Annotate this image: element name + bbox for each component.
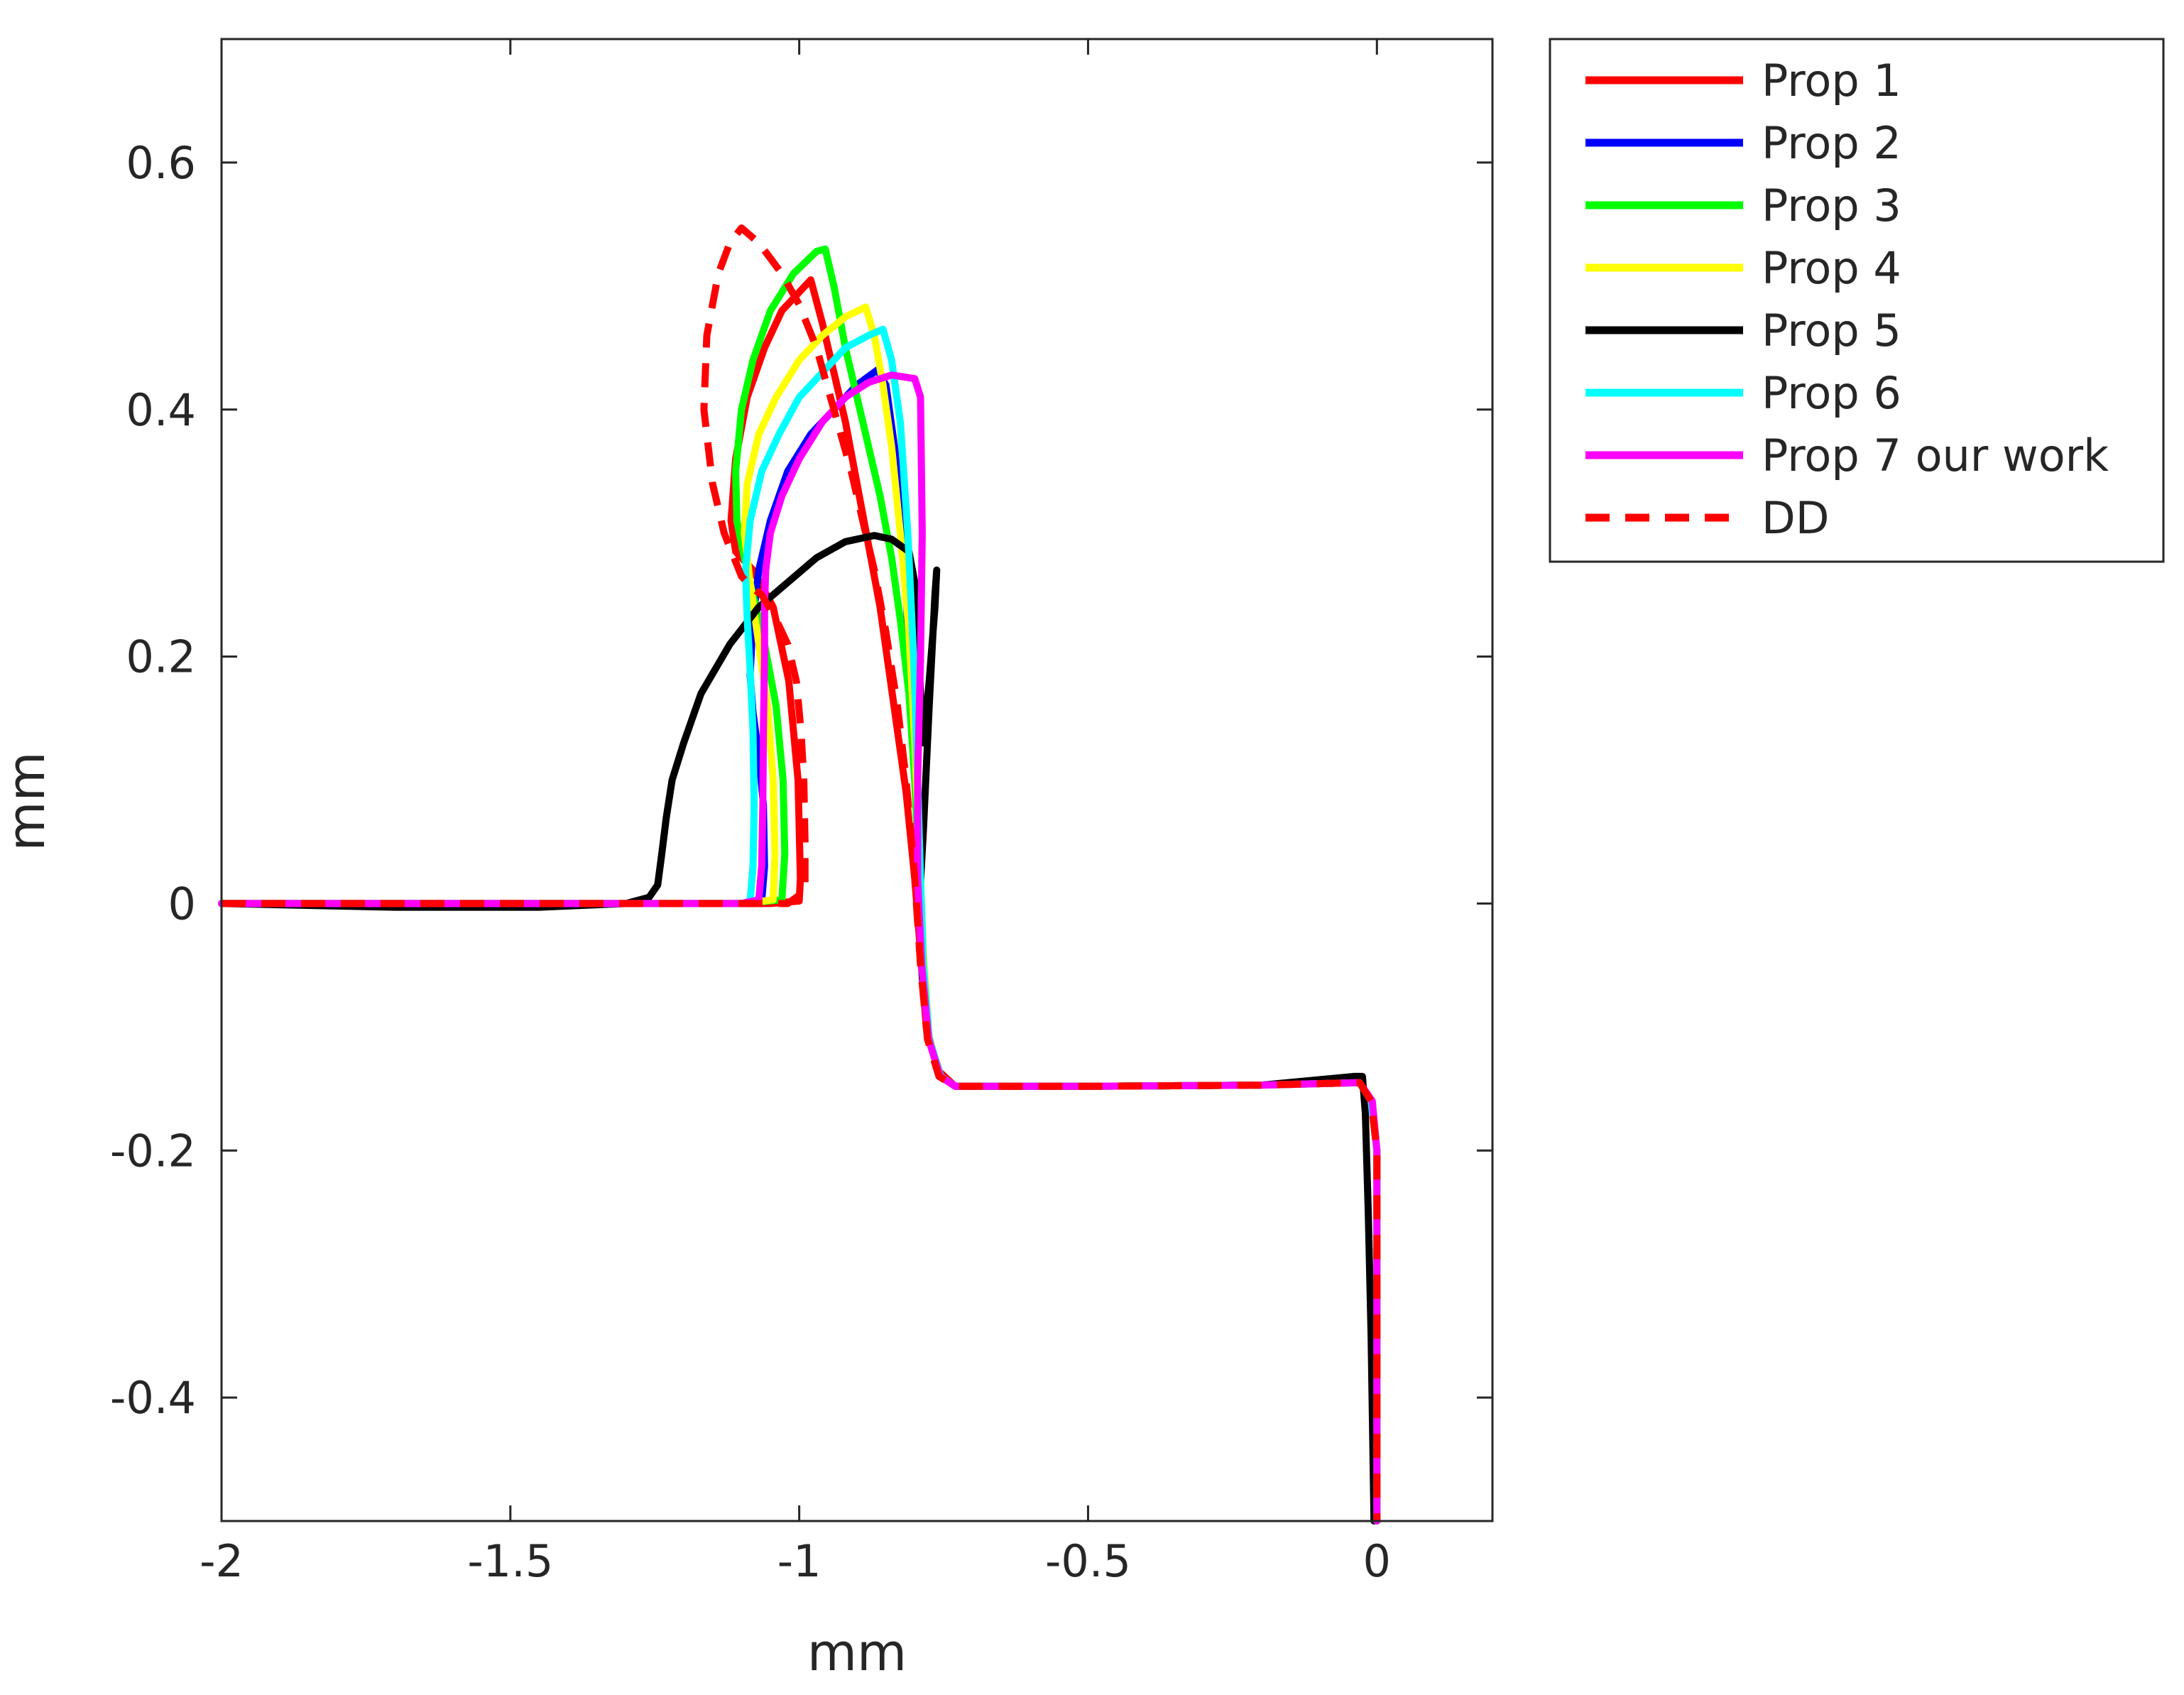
- legend-label: DD: [1762, 492, 1829, 544]
- legend-label: Prop 2: [1762, 117, 1901, 169]
- series-line-8: [222, 224, 1381, 1521]
- legend-label: Prop 5: [1762, 305, 1901, 356]
- x-tick-label: -0.5: [1045, 1535, 1131, 1587]
- legend-label: Prop 4: [1762, 242, 1901, 294]
- plot-background: [222, 39, 1492, 1521]
- x-tick-label: -1.5: [467, 1535, 553, 1587]
- legend-items: Prop 1 Prop 2 Prop 3 Prop 4 Prop 5 Prop 6 Prop…: [1585, 55, 2109, 544]
- series-layer: [218, 224, 1381, 1525]
- legend-label: Prop 3: [1762, 180, 1901, 231]
- x-tick-label: 0: [1363, 1535, 1391, 1587]
- x-tick-label: -2: [200, 1535, 244, 1587]
- y-tick-label: 0.4: [126, 384, 196, 436]
- y-tick-label: -0.4: [110, 1372, 196, 1424]
- x-axis-label: mm: [807, 1623, 907, 1682]
- legend-box: [1549, 38, 2165, 563]
- x-tick-label: -1: [777, 1535, 821, 1587]
- legend-label: Prop 7 our work: [1762, 430, 2109, 481]
- y-tick-label: 0.2: [126, 631, 196, 683]
- y-axis-ticks: -0.4 -0.2 0 0.2 0.4 0.6: [110, 137, 1492, 1424]
- y-tick-label: -0.2: [110, 1125, 196, 1177]
- y-tick-label: 0: [168, 878, 196, 930]
- legend-label: Prop 6: [1762, 367, 1901, 419]
- x-axis-ticks: -2 -1.5 -1 -0.5 0: [200, 39, 1391, 1587]
- y-tick-label: 0.6: [126, 137, 196, 189]
- y-axis-label: mm: [0, 751, 56, 851]
- plot-area: -2 -1.5 -1 -0.5 0 -0.4 -0.2 0 0.2 0.4 0.6: [110, 38, 1494, 1587]
- legend: Prop 1 Prop 2 Prop 3 Prop 4 Prop 5 Prop 6 Prop…: [1549, 38, 2165, 563]
- plot-frame: [220, 38, 1494, 1522]
- legend-label: Prop 1: [1762, 55, 1901, 107]
